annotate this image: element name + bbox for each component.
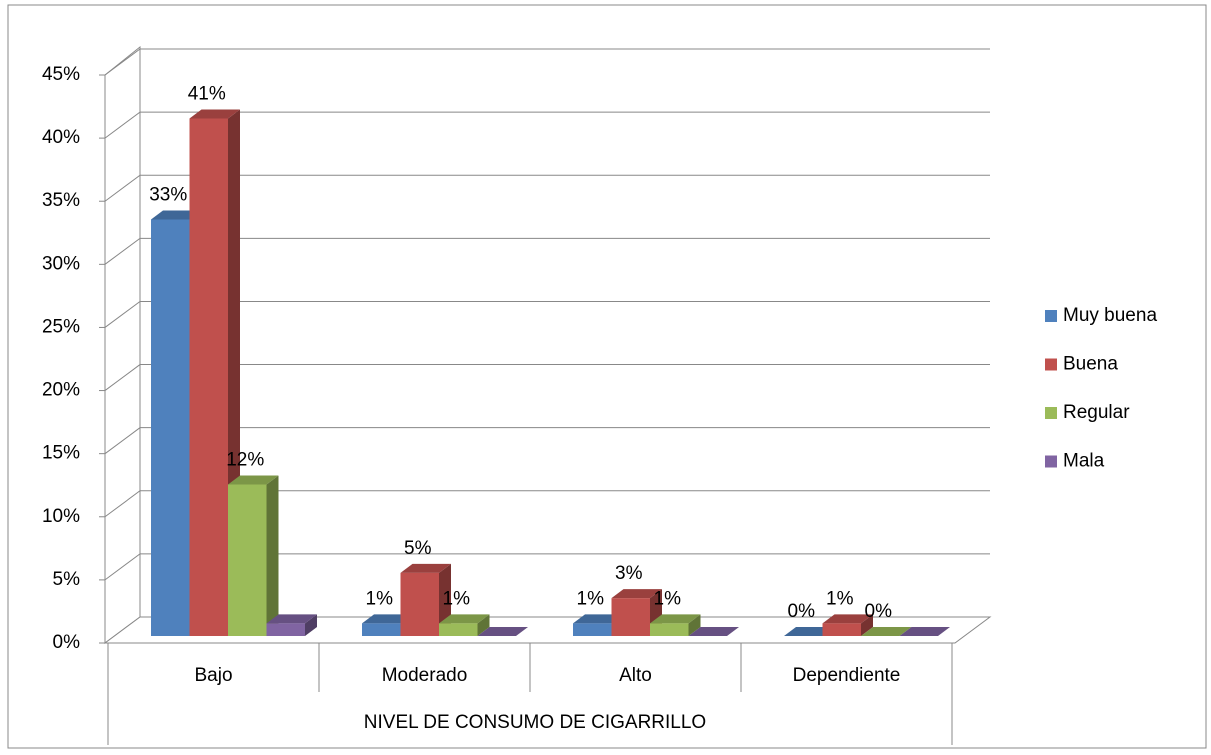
floor	[103, 616, 992, 644]
grid-line	[104, 174, 990, 202]
legend-label: Buena	[1063, 354, 1118, 375]
bar-top	[151, 210, 202, 220]
bar	[688, 627, 739, 636]
legend-label: Mala	[1063, 451, 1105, 472]
bar	[861, 627, 912, 636]
grid-line	[104, 48, 990, 76]
side-wall	[104, 45, 141, 644]
bar	[650, 614, 701, 636]
bar-top	[189, 109, 240, 119]
bar-side	[688, 614, 701, 636]
data-label: 1%	[654, 588, 682, 609]
bar	[899, 627, 950, 636]
legend-swatch	[1045, 310, 1057, 322]
grid-line	[104, 237, 990, 265]
grid-line	[104, 490, 990, 518]
x-axis-title: NIVEL DE CONSUMO DE CIGARRILLO	[364, 712, 706, 733]
bar-front	[228, 484, 267, 636]
bar-top	[477, 627, 528, 636]
bar-front	[400, 572, 439, 636]
data-label: 1%	[577, 588, 605, 609]
legend-label: Muy buena	[1063, 305, 1157, 326]
bar-front	[611, 598, 650, 636]
bar	[400, 563, 451, 636]
bar-top	[861, 627, 912, 636]
bar-top	[784, 627, 835, 636]
grid-line	[104, 364, 990, 391]
x-tick-label: Moderado	[382, 665, 468, 686]
grid-line	[104, 553, 990, 581]
bar-front	[266, 623, 305, 636]
data-label: 5%	[404, 538, 432, 559]
y-tick-label: 25%	[42, 316, 80, 337]
bar-top	[228, 475, 279, 485]
y-tick-label: 30%	[42, 253, 80, 274]
bar-top	[899, 627, 950, 636]
bar-front	[439, 623, 478, 636]
bar	[228, 475, 279, 636]
bar-side	[266, 475, 279, 636]
y-tick-label: 40%	[42, 127, 80, 148]
bar-top	[439, 614, 490, 624]
x-tick-label: Alto	[619, 665, 652, 686]
legend-swatch	[1045, 358, 1057, 371]
x-tick-label: Dependiente	[793, 665, 901, 686]
bar-front	[151, 219, 190, 636]
bar-top	[611, 589, 662, 599]
grid-line	[104, 427, 990, 455]
bar-top	[266, 614, 317, 624]
x-tick-label: Bajo	[194, 665, 232, 686]
legend-swatch	[1045, 455, 1057, 468]
y-tick-label: 45%	[42, 64, 80, 85]
bar-side	[477, 614, 490, 636]
data-label: 1%	[366, 588, 394, 609]
y-tick-label: 10%	[42, 506, 80, 527]
data-label: 1%	[826, 588, 854, 609]
bar-top	[822, 614, 873, 624]
y-tick-label: 35%	[42, 190, 80, 211]
y-tick-label: 0%	[53, 632, 81, 653]
grid-line	[104, 111, 990, 139]
y-tick-label: 5%	[53, 569, 81, 590]
bar	[822, 614, 873, 636]
data-label: 0%	[788, 601, 816, 622]
bar	[477, 627, 528, 636]
bar-top	[400, 563, 451, 573]
data-label: 41%	[188, 84, 226, 105]
bar	[266, 614, 317, 636]
data-label: 0%	[865, 601, 893, 622]
legend-swatch	[1045, 407, 1057, 419]
grid-line	[104, 300, 990, 328]
bar-top	[688, 627, 739, 636]
data-label: 33%	[149, 184, 187, 205]
bar-front	[650, 623, 689, 636]
bar-front	[362, 623, 401, 636]
bar-top	[573, 614, 624, 624]
y-tick-label: 15%	[42, 443, 80, 464]
bar-front	[189, 118, 228, 636]
data-label: 1%	[443, 588, 471, 609]
legend-label: Regular	[1063, 402, 1130, 423]
bar	[439, 614, 490, 636]
bar-top	[650, 614, 701, 624]
y-tick-label: 20%	[42, 380, 80, 401]
bar-top	[362, 614, 413, 624]
data-label: 12%	[226, 450, 264, 471]
bar-front	[573, 623, 612, 636]
bar-side	[305, 614, 317, 636]
bar	[784, 627, 835, 636]
bar-side	[861, 614, 873, 636]
data-label: 3%	[615, 563, 643, 584]
bar-front	[822, 623, 861, 636]
